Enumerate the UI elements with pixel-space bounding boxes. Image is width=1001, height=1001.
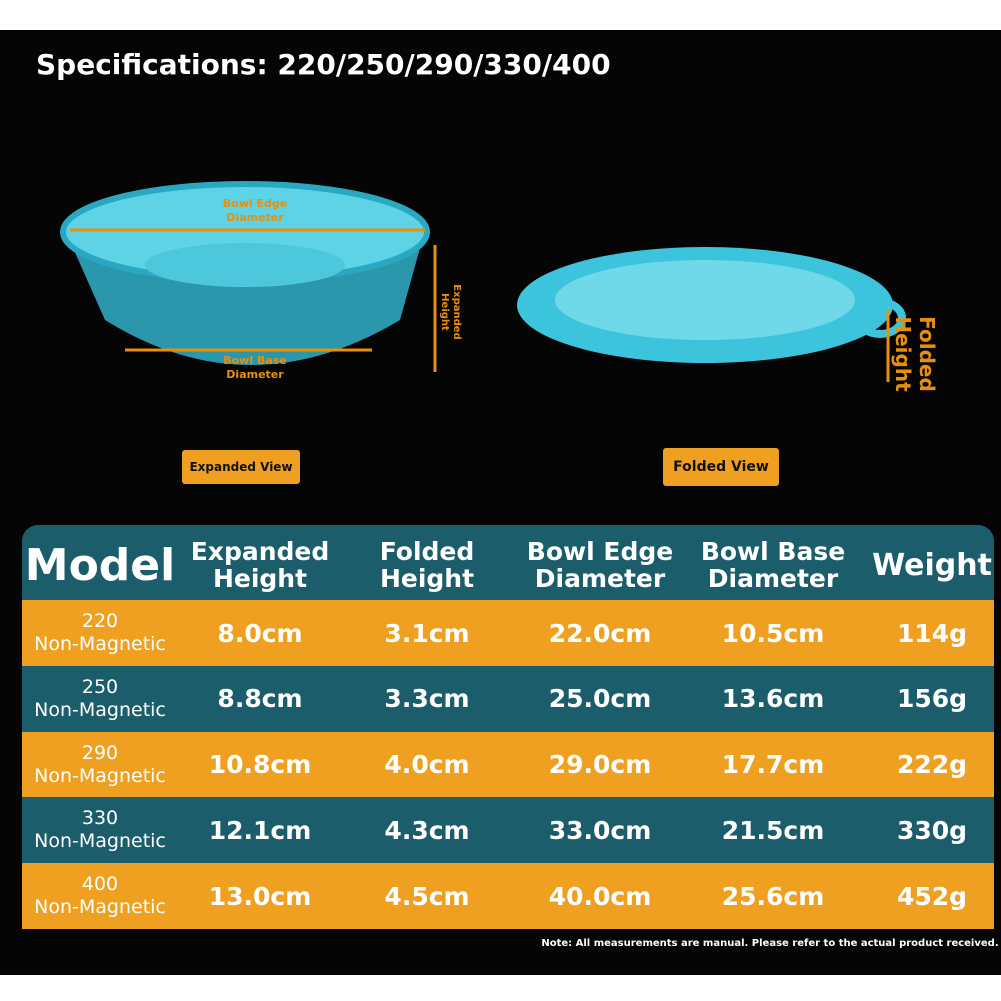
table-cell: 33.0cm bbox=[548, 815, 652, 845]
table-header bbox=[22, 525, 994, 600]
folded-bowl bbox=[517, 247, 906, 382]
expanded-height-label: Expanded Height bbox=[439, 284, 462, 340]
note: Note: All measurements are manual. Pleas… bbox=[541, 938, 999, 949]
table-cell: 22.0cm bbox=[548, 618, 652, 648]
base-label: Bowl Base Diameter bbox=[223, 354, 287, 381]
table-cell: 12.1cm bbox=[208, 815, 312, 845]
table-cell: 4.3cm bbox=[384, 815, 470, 845]
column-header: Model bbox=[24, 539, 176, 591]
table-cell: 114g bbox=[896, 618, 968, 648]
table-cell: 330g bbox=[896, 815, 968, 845]
folded-height-label: Folded Height bbox=[891, 316, 939, 392]
model-number: 220 bbox=[81, 610, 119, 632]
table-cell: 29.0cm bbox=[548, 750, 652, 780]
illustrations bbox=[60, 181, 906, 382]
table-cell: 13.6cm bbox=[721, 684, 825, 714]
model-number: 400 bbox=[81, 873, 119, 896]
model-cell: 400 Non-Magnetic bbox=[22, 863, 178, 929]
model-cell: 290 Non-Magnetic bbox=[22, 732, 178, 798]
model-type: Non-Magnetic bbox=[34, 698, 166, 721]
column-header: Bowl Base Diameter bbox=[700, 537, 846, 593]
table-row bbox=[22, 600, 994, 666]
title: Specifications: 220/250/290/330/400 bbox=[36, 48, 611, 81]
table-cell: 13.0cm bbox=[208, 881, 312, 911]
table-row bbox=[22, 731, 994, 798]
column-header: Expanded Height bbox=[190, 537, 330, 593]
model-number: 330 bbox=[81, 807, 119, 830]
table-cell: 10.5cm bbox=[721, 618, 825, 648]
model-cell: 250 Non-Magnetic bbox=[22, 666, 178, 732]
table-cell: 25.0cm bbox=[548, 684, 652, 714]
model-type: Non-Magnetic bbox=[34, 764, 166, 787]
model-number: 250 bbox=[81, 675, 119, 698]
table-cell: 452g bbox=[896, 881, 968, 911]
column-header: Folded Height bbox=[379, 537, 475, 593]
table-row bbox=[22, 863, 994, 930]
table-cell: 3.1cm bbox=[384, 618, 470, 648]
folded-view-label: Folded View bbox=[663, 448, 779, 486]
model-number: 290 bbox=[81, 741, 119, 764]
model-cell: 330 Non-Magnetic bbox=[22, 797, 178, 863]
model-cell: 220 Non-Magnetic bbox=[22, 600, 178, 666]
model-type: Non-Magnetic bbox=[34, 896, 166, 919]
model-type: Non-Magnetic bbox=[34, 830, 166, 853]
table-cell: 222g bbox=[896, 750, 968, 780]
table-cell: 25.6cm bbox=[721, 881, 825, 911]
table-cell: 8.0cm bbox=[217, 618, 303, 648]
table-cell: 156g bbox=[896, 684, 968, 714]
column-header: Bowl Edge Diameter bbox=[526, 537, 674, 593]
table-cell: 4.5cm bbox=[384, 881, 470, 911]
expanded-view-label: Expanded View bbox=[182, 450, 300, 484]
table-cell: 4.0cm bbox=[384, 750, 470, 780]
table-cell: 40.0cm bbox=[548, 881, 652, 911]
table-row bbox=[22, 665, 994, 732]
table-cell: 21.5cm bbox=[721, 815, 825, 845]
table-cell: 10.8cm bbox=[208, 750, 312, 780]
edge-label: Bowl Edge Diameter bbox=[222, 197, 288, 224]
spec-table: Model Expanded Height Folded Height Bowl Ed… bbox=[22, 525, 994, 930]
table-row bbox=[22, 797, 994, 864]
expanded-bowl bbox=[60, 181, 437, 372]
table-cell: 3.3cm bbox=[384, 684, 470, 714]
table-cell: 17.7cm bbox=[721, 750, 825, 780]
table-cell: 8.8cm bbox=[217, 684, 303, 714]
model-type: Non-Magnetic bbox=[34, 633, 166, 655]
column-header: Weight bbox=[872, 547, 992, 583]
